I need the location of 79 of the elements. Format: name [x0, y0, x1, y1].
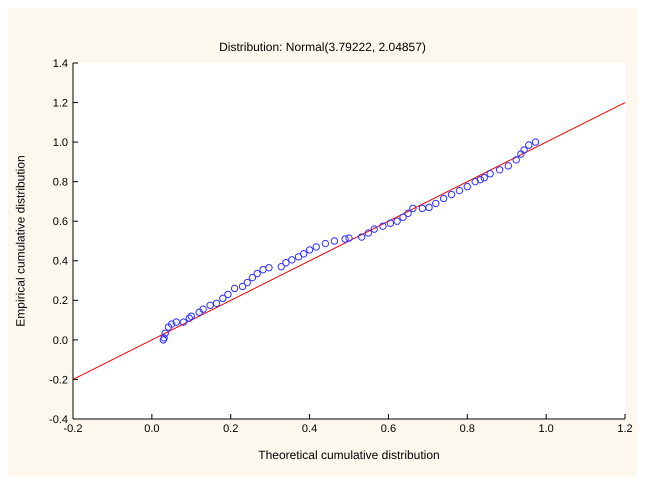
- point: [425, 204, 433, 212]
- point: [476, 176, 484, 184]
- point: [404, 210, 412, 218]
- y-tick-label: -0.2: [49, 374, 68, 386]
- y-tick-label: 1.4: [52, 58, 68, 70]
- x-tick-label: 0.6: [380, 422, 396, 435]
- point: [282, 259, 290, 266]
- point: [160, 334, 168, 342]
- point: [265, 264, 273, 272]
- y-tick-label: 0.8: [52, 176, 68, 189]
- point: [486, 170, 494, 178]
- point: [219, 294, 227, 302]
- point: [162, 329, 169, 337]
- x-tick-label: 1.0: [538, 422, 554, 435]
- point: [160, 336, 167, 344]
- point: [186, 314, 194, 322]
- point: [440, 194, 448, 202]
- x-tick-label: 0.8: [460, 422, 475, 435]
- point: [168, 320, 176, 328]
- point: [259, 266, 267, 274]
- point: [306, 246, 314, 254]
- point: [224, 290, 232, 298]
- point: [386, 220, 394, 227]
- point: [345, 234, 353, 242]
- point: [288, 256, 296, 264]
- y-tick-label: 0.0: [52, 334, 68, 347]
- y-tick-label: 1.0: [52, 137, 68, 150]
- y-axis-title: Empirical cumulative distribution: [13, 155, 28, 327]
- chart-title: Distribution: Normal(3.79222, 2.04857): [218, 40, 427, 54]
- point: [172, 318, 180, 326]
- point: [370, 225, 378, 233]
- x-tick-label: 0.4: [302, 422, 318, 435]
- point: [532, 138, 540, 146]
- point: [322, 240, 330, 248]
- point: [294, 253, 302, 261]
- point: [238, 282, 246, 290]
- point: [253, 270, 261, 278]
- point: [248, 274, 256, 282]
- point: [525, 141, 532, 149]
- y-tick-label: 0.4: [52, 256, 68, 268]
- point: [448, 190, 456, 198]
- x-tick-label: 0.2: [223, 422, 238, 435]
- point: [330, 237, 338, 245]
- x-tick-label: 0.0: [144, 422, 160, 435]
- point: [164, 323, 172, 331]
- point: [199, 306, 207, 313]
- point: [520, 146, 528, 154]
- point: [277, 263, 285, 270]
- point: [300, 250, 308, 258]
- point: [399, 214, 407, 221]
- point: [409, 204, 417, 212]
- point: [512, 156, 520, 164]
- point: [418, 204, 426, 212]
- point: [504, 162, 512, 170]
- point: [180, 318, 188, 326]
- point: [496, 166, 504, 174]
- point: [393, 218, 401, 225]
- point: [188, 312, 195, 320]
- point: [456, 186, 464, 194]
- point: [358, 233, 366, 241]
- point: [195, 308, 203, 316]
- x-axis-title: Theoretical cumulative distribution: [258, 448, 440, 462]
- point: [464, 182, 471, 190]
- point: [471, 178, 479, 186]
- point: [206, 302, 214, 309]
- point: [244, 278, 251, 286]
- point: [517, 150, 525, 158]
- point: [480, 174, 488, 182]
- y-tick-label: 0.2: [52, 295, 68, 308]
- point: [432, 200, 440, 208]
- point: [230, 284, 238, 292]
- y-tick-label: 1.2: [52, 97, 68, 110]
- point: [341, 235, 349, 243]
- point: [312, 243, 320, 251]
- point: [379, 222, 387, 230]
- y-tick-label: 0.6: [52, 216, 68, 228]
- x-tick-label: 1.2: [617, 422, 633, 435]
- point: [364, 229, 372, 237]
- point: [212, 300, 220, 307]
